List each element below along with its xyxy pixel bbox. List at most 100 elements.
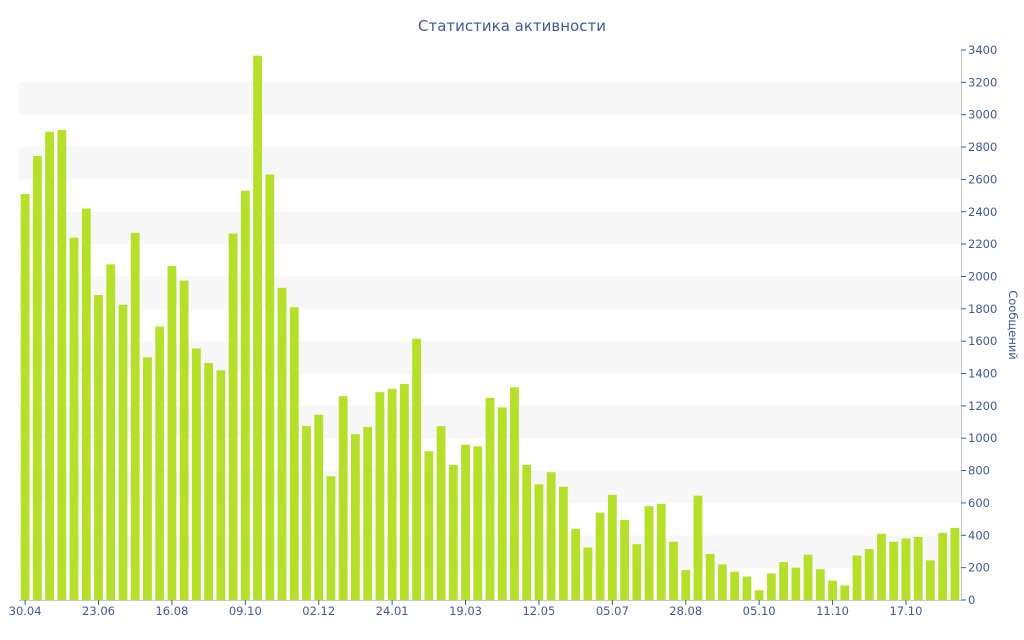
bar[interactable] — [656, 503, 666, 600]
x-tick-label: 09.10 — [229, 604, 262, 618]
bar[interactable] — [620, 519, 629, 600]
tick-labels: 0 200 400 600 800 1000 1200 1400 1600 1800 2000 220… — [9, 43, 998, 618]
bar[interactable] — [302, 426, 311, 600]
bar[interactable] — [375, 392, 385, 600]
bar[interactable] — [57, 130, 67, 600]
bar[interactable] — [730, 571, 740, 600]
bar[interactable] — [314, 414, 324, 600]
bar[interactable] — [265, 174, 275, 600]
y-tick-label: 0 — [968, 593, 975, 607]
bar[interactable] — [387, 388, 397, 600]
bar[interactable] — [901, 538, 911, 600]
bar[interactable] — [852, 555, 862, 600]
bar[interactable] — [803, 554, 813, 600]
x-tick-label: 30.04 — [9, 604, 42, 618]
bar[interactable] — [828, 580, 837, 600]
bar[interactable] — [926, 560, 935, 600]
bar[interactable] — [571, 528, 581, 600]
bar[interactable] — [130, 232, 140, 601]
x-tick-label: 24.01 — [376, 604, 409, 618]
y-tick-label: 200 — [968, 561, 990, 575]
x-tick-label: 12.05 — [522, 604, 555, 618]
bar[interactable] — [351, 434, 360, 600]
bar[interactable] — [326, 476, 336, 600]
bar[interactable] — [693, 495, 703, 600]
bar[interactable] — [240, 190, 250, 601]
bar[interactable] — [399, 384, 409, 600]
bar[interactable] — [644, 506, 654, 600]
bar[interactable] — [754, 590, 764, 600]
bar[interactable] — [510, 387, 519, 600]
bar[interactable] — [779, 561, 789, 600]
bar[interactable] — [253, 55, 262, 601]
bar[interactable] — [815, 569, 825, 600]
bar[interactable] — [913, 536, 923, 600]
bar[interactable] — [424, 451, 434, 600]
bar[interactable] — [94, 295, 103, 600]
bar[interactable] — [473, 446, 483, 600]
bar[interactable] — [889, 541, 899, 600]
bar[interactable] — [179, 280, 189, 600]
y-tick-label: 2800 — [968, 140, 997, 154]
bar[interactable] — [681, 570, 691, 600]
bar[interactable] — [718, 564, 727, 600]
bar[interactable] — [143, 357, 152, 600]
bar[interactable] — [950, 528, 960, 600]
bar[interactable] — [669, 541, 678, 600]
y-tick-label: 1000 — [968, 431, 997, 445]
bar[interactable] — [277, 287, 287, 600]
bar[interactable] — [289, 307, 299, 600]
bar[interactable] — [791, 567, 801, 600]
bar[interactable] — [461, 444, 470, 600]
bar[interactable] — [595, 512, 605, 600]
bar[interactable] — [216, 370, 226, 600]
bar[interactable] — [412, 338, 421, 600]
y-tick-label: 1200 — [968, 399, 997, 413]
x-tick-label: 11.10 — [816, 604, 849, 618]
bar[interactable] — [705, 553, 715, 600]
bar[interactable] — [69, 237, 79, 600]
chart-title: Статистика активности — [418, 17, 606, 35]
bar[interactable] — [106, 264, 116, 600]
bar[interactable] — [155, 326, 165, 600]
bar[interactable] — [436, 426, 446, 600]
bar[interactable] — [497, 407, 507, 601]
bar[interactable] — [20, 193, 30, 600]
bar[interactable] — [938, 532, 948, 600]
grid-band — [19, 276, 961, 309]
bar[interactable] — [204, 363, 214, 600]
x-tick-label: 05.07 — [596, 604, 629, 618]
bar[interactable] — [877, 533, 886, 600]
y-tick-label: 1400 — [968, 367, 997, 381]
bar[interactable] — [766, 573, 776, 600]
axes — [19, 49, 966, 605]
bar[interactable] — [522, 464, 532, 600]
bar[interactable] — [583, 547, 593, 600]
bar[interactable] — [864, 549, 874, 600]
bar[interactable] — [546, 472, 556, 600]
bar[interactable] — [448, 464, 458, 600]
bar[interactable] — [32, 155, 42, 600]
bar[interactable] — [45, 131, 54, 600]
bar[interactable] — [191, 348, 201, 600]
y-tick-label: 1800 — [968, 302, 997, 316]
bar[interactable] — [632, 544, 642, 600]
bar[interactable] — [118, 304, 128, 600]
x-tick-label: 17.10 — [889, 604, 922, 618]
x-tick-label: 16.08 — [155, 604, 188, 618]
bar[interactable] — [607, 494, 617, 600]
bar[interactable] — [742, 576, 752, 600]
y-tick-label: 3400 — [968, 43, 997, 57]
bar[interactable] — [485, 397, 495, 600]
y-tick-label: 600 — [968, 496, 990, 510]
bar[interactable] — [840, 585, 850, 600]
bar[interactable] — [534, 484, 544, 600]
y-tick-label: 2000 — [968, 269, 997, 283]
bar[interactable] — [338, 396, 348, 600]
bar[interactable] — [363, 426, 373, 600]
bar[interactable] — [81, 208, 91, 600]
bar[interactable] — [167, 265, 177, 600]
bar[interactable] — [228, 233, 238, 600]
bar[interactable] — [559, 486, 568, 600]
